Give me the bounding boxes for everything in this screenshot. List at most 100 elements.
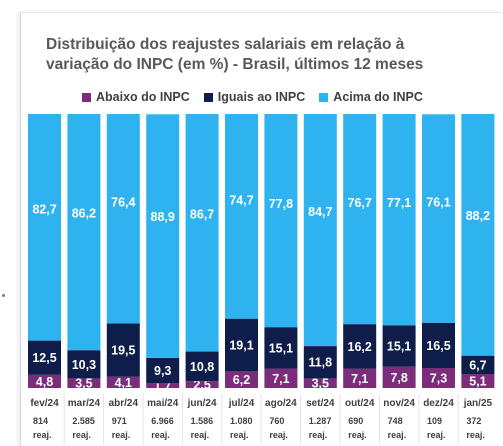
legend-label-acima: Acima do INPC [333, 90, 423, 104]
data-label-abaixo: 7,3 [430, 371, 447, 385]
data-label-acima: 88,2 [466, 209, 490, 223]
x-sublabel-unit: reaj. [33, 430, 52, 440]
bar-segment-acima [343, 114, 377, 325]
data-label-acima: 74,7 [229, 193, 253, 207]
x-sublabel-count: 760 [269, 416, 284, 426]
data-label-iguais: 9,3 [154, 364, 171, 378]
legend-item-abaixo: Abaixo do INPC [82, 90, 190, 104]
page-marker [2, 294, 5, 297]
data-label-iguais: 15,1 [387, 339, 411, 353]
data-label-acima: 76,1 [426, 195, 450, 209]
legend-label-iguais: Iguais ao INPC [217, 90, 306, 104]
data-label-abaixo: 3,5 [75, 377, 92, 391]
legend-label-abaixo: Abaixo do INPC [96, 90, 190, 104]
bar-segment-abaixo [461, 374, 495, 388]
data-label-iguais: 10,8 [190, 360, 214, 374]
bar-segment-iguais [28, 340, 61, 375]
x-sublabel-unit: reaj. [112, 430, 131, 440]
bar-segment-iguais [264, 327, 298, 369]
x-sublabel-count: 748 [388, 416, 403, 426]
legend-item-iguais: Iguais ao INPC [203, 90, 306, 104]
bar-segment-acima [146, 114, 180, 358]
data-label-acima: 77,8 [269, 197, 293, 211]
x-sublabel-count: 971 [112, 416, 127, 426]
chart-title-line-2: variação do INPC (em %) - Brasil, último… [46, 56, 424, 73]
x-tick-label: ago/24 [265, 398, 297, 409]
bar-segment-acima [382, 114, 416, 326]
data-label-iguais: 16,5 [426, 339, 450, 353]
bar-segment-iguais [67, 350, 101, 379]
data-label-iguais: 19,5 [111, 344, 135, 358]
x-sublabel-unit: reaj. [388, 430, 407, 440]
data-label-abaixo: 7,1 [272, 372, 289, 386]
x-sublabel-count: 1.080 [230, 416, 253, 426]
x-sublabel-count: 109 [427, 416, 442, 426]
data-label-iguais: 10,3 [72, 358, 96, 372]
data-label-abaixo: 3,5 [312, 377, 329, 391]
bar-segment-acima [185, 114, 219, 352]
x-tick-label: jul/24 [228, 398, 255, 409]
x-sublabel-count: 814 [33, 416, 48, 426]
bar-segment-iguais [343, 324, 377, 369]
data-label-iguais: 19,1 [229, 338, 253, 352]
x-tick-label: fev/24 [30, 398, 59, 409]
data-label-abaixo: 2,5 [193, 378, 210, 392]
data-label-acima: 88,9 [151, 210, 175, 224]
x-sublabel-unit: reaj. [466, 430, 485, 440]
data-label-iguais: 12,5 [32, 351, 56, 365]
data-label-acima: 86,2 [72, 207, 96, 221]
x-sublabel-unit: reaj. [269, 430, 288, 440]
chart-title-line-1: Distribuição dos reajustes salariais em … [46, 36, 405, 53]
bar-segment-abaixo [28, 374, 61, 388]
x-tick-label: out/24 [345, 398, 375, 409]
data-label-acima: 84,7 [308, 205, 332, 219]
bar-segment-acima [461, 114, 495, 356]
x-sublabel-unit: reaj. [309, 430, 328, 440]
bar-segment-iguais [225, 318, 258, 372]
bar-segment-iguais [303, 346, 337, 379]
data-label-abaixo: 4,8 [36, 375, 53, 389]
data-label-acima: 86,7 [190, 207, 214, 221]
x-sublabel-unit: reaj. [427, 430, 446, 440]
x-sublabel-unit: reaj. [72, 430, 91, 440]
legend-swatch-acima [319, 92, 329, 102]
chart-legend: Abaixo do INPC Iguais ao INPC Acima do I… [82, 89, 437, 105]
data-label-acima: 77,1 [387, 196, 411, 210]
bar-segment-abaixo [146, 383, 180, 388]
bar-segment-abaixo [185, 381, 219, 388]
bar-segment-abaixo [343, 368, 377, 388]
data-label-abaixo: 6,2 [233, 373, 250, 387]
x-sublabel-count: 372 [466, 416, 481, 426]
data-label-iguais: 15,1 [269, 341, 293, 355]
x-sublabel-unit: reaj. [191, 430, 210, 440]
bar-segment-abaixo [264, 368, 298, 388]
bar-segment-iguais [461, 355, 495, 375]
x-sublabel-count: 2.585 [72, 416, 95, 426]
x-sublabel-count: 690 [348, 416, 363, 426]
bar-segment-abaixo [67, 378, 101, 388]
bar-segment-acima [106, 114, 140, 324]
x-sublabel-count: 1.287 [309, 416, 332, 426]
bar-segment-acima [67, 114, 101, 351]
data-label-iguais: 11,8 [308, 356, 332, 370]
bar-segment-abaixo [422, 367, 455, 388]
x-tick-label: mai/24 [147, 398, 179, 409]
data-label-abaixo: 5,1 [469, 375, 486, 389]
bar-segment-abaixo [106, 376, 140, 388]
bar-segment-acima [264, 114, 298, 328]
bar-segment-abaixo [382, 366, 416, 388]
data-label-iguais: 16,2 [348, 340, 372, 354]
x-sublabel-unit: reaj. [230, 430, 249, 440]
bar-segment-acima [422, 114, 455, 323]
chart-title: Distribuição dos reajustes salariais em … [46, 35, 486, 75]
bar-segment-iguais [185, 351, 219, 382]
x-tick-label: jun/24 [187, 398, 217, 409]
legend-swatch-iguais [203, 92, 213, 102]
data-label-acima: 76,7 [348, 196, 372, 210]
bar-segment-abaixo [303, 378, 337, 388]
data-label-abaixo: 7,1 [351, 372, 368, 386]
x-tick-label: jan/25 [463, 398, 493, 409]
data-label-acima: 76,4 [111, 195, 135, 209]
bar-segment-iguais [382, 325, 416, 367]
